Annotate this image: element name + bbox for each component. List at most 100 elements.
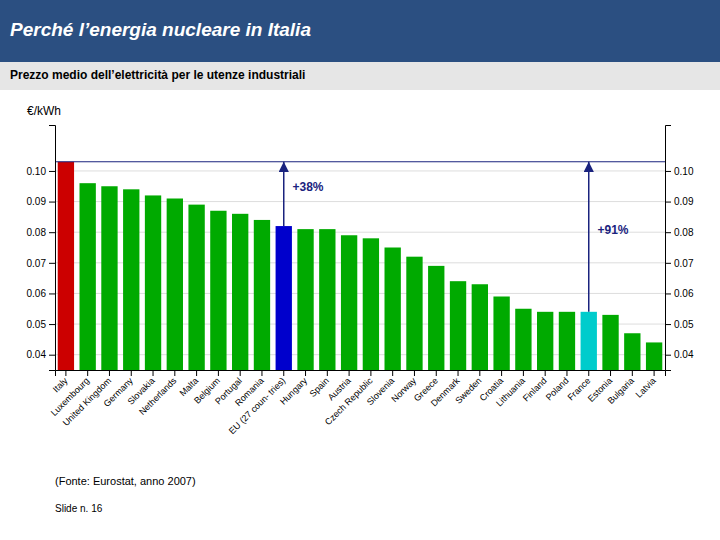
x-tick-mark <box>65 370 66 376</box>
y-tick: 0.04 <box>27 349 55 360</box>
x-tick: Netherlands <box>137 370 179 417</box>
plot-area: +38%+91%0.040.050.060.070.080.090.100.04… <box>27 126 694 437</box>
y2-tick-mark <box>665 232 671 233</box>
bar <box>145 195 161 370</box>
subtitle-bar <box>0 62 720 90</box>
bar <box>363 238 379 370</box>
bar <box>123 189 139 370</box>
bar <box>493 297 509 371</box>
x-tick: Hungary <box>278 370 309 407</box>
y2-tick: 0.04 <box>665 349 694 360</box>
y2-tick-mark <box>665 263 671 264</box>
y2-tick-label: 0.05 <box>674 319 694 330</box>
x-tick-mark <box>610 370 611 376</box>
x-tick: Slovenia <box>365 370 396 407</box>
bar <box>385 248 401 371</box>
x-tick-label: EU (27 coun- tries) <box>227 376 287 436</box>
bar <box>472 284 488 370</box>
y-tick-mark <box>49 232 55 233</box>
x-tick-mark <box>87 370 88 376</box>
bar <box>232 214 248 370</box>
x-tick-mark <box>436 370 437 376</box>
subtitle: Prezzo medio dell’elettricità per le ute… <box>10 68 305 82</box>
x-tick: Latvia <box>634 370 658 400</box>
y2-tick: 0.10 <box>665 166 694 177</box>
bar <box>80 183 96 370</box>
y2-tick-mark <box>665 202 671 203</box>
x-tick-label: Hungary <box>278 375 309 406</box>
y-tick: 0.05 <box>27 319 55 330</box>
x-tick-mark <box>131 370 132 376</box>
y-tick-label: 0.06 <box>27 288 47 299</box>
x-tick-mark <box>261 370 262 376</box>
bar <box>515 309 531 370</box>
x-axis: ItalyLuxembourgUnited KingdomGermanySlov… <box>49 370 666 436</box>
x-tick-mark <box>632 370 633 376</box>
bar <box>341 235 357 370</box>
footer: (Fonte: Eurostat, anno 2007) <box>55 475 196 487</box>
y-tick-mark <box>49 263 55 264</box>
bar <box>624 333 640 370</box>
marks <box>55 162 665 370</box>
annotation-arrow <box>588 162 590 312</box>
y-tick-mark <box>49 324 55 325</box>
bar <box>297 229 313 370</box>
bar <box>602 315 618 370</box>
bar <box>276 226 292 370</box>
y-axis: 0.04 0.05 0.06 0.07 0.08 0.09 0.10 <box>27 126 56 371</box>
y-tick: 0.06 <box>27 288 55 299</box>
x-tick-mark <box>196 370 197 376</box>
x-tick-mark <box>240 370 241 376</box>
annotation-label: +38% <box>292 180 323 194</box>
x-tick-label: Slovenia <box>365 376 396 407</box>
y2-tick-label: 0.10 <box>674 166 694 177</box>
x-tick: Sweden <box>453 370 483 406</box>
y2-tick-label: 0.07 <box>674 258 694 269</box>
bar <box>58 162 74 370</box>
y2-tick-mark <box>665 171 671 172</box>
y-tick: 0.09 <box>27 196 55 207</box>
y2-tick-label: 0.06 <box>674 288 694 299</box>
bar <box>646 342 662 370</box>
x-tick-mark <box>349 370 350 376</box>
x-tick-mark <box>414 370 415 376</box>
y-tick-label: 0.09 <box>27 196 47 207</box>
y-tick: 0.08 <box>27 227 55 238</box>
x-tick-mark <box>588 370 589 376</box>
x-tick-label: Sweden <box>453 376 483 406</box>
bar <box>581 312 597 370</box>
y2-tick-mark <box>665 355 671 356</box>
x-tick-label: Latvia <box>634 376 658 400</box>
y-axis-label: €/kWh <box>27 104 61 118</box>
x-tick: Bulgaria <box>606 370 636 406</box>
x-tick: Italy <box>51 370 70 394</box>
y-tick-label: 0.08 <box>27 227 47 238</box>
y-tick-mark <box>49 202 55 203</box>
y2-tick-mark <box>665 293 671 294</box>
x-tick-mark <box>305 370 306 376</box>
x-tick-label: Bulgaria <box>606 376 636 406</box>
y-tick: 0.07 <box>27 258 55 269</box>
title: Perché l’energia nucleare in Italia <box>10 19 311 40</box>
bar <box>428 266 444 370</box>
bar <box>101 186 117 370</box>
x-tick-mark <box>370 370 371 376</box>
y2-tick-label: 0.04 <box>674 349 694 360</box>
y2-tick-label: 0.09 <box>674 196 694 207</box>
y2-axis-line <box>666 126 672 371</box>
y2-tick: 0.06 <box>665 288 694 299</box>
y-tick: 0.10 <box>27 166 55 177</box>
x-tick-mark <box>479 370 480 376</box>
x-tick-mark <box>392 370 393 376</box>
y2-tick: 0.07 <box>665 258 694 269</box>
y-tick-label: 0.04 <box>27 349 47 360</box>
y2-axis: 0.040.050.060.070.080.090.10 <box>665 126 694 371</box>
y-axis-line <box>49 126 56 371</box>
bar <box>167 199 183 371</box>
bar <box>188 205 204 370</box>
y-tick-label: 0.10 <box>27 166 47 177</box>
x-tick-mark <box>218 370 219 376</box>
x-tick-label: Finland <box>521 376 549 404</box>
chart: Perché l’energia nucleare in Italia Prezz… <box>0 0 720 540</box>
x-tick-mark <box>327 370 328 376</box>
